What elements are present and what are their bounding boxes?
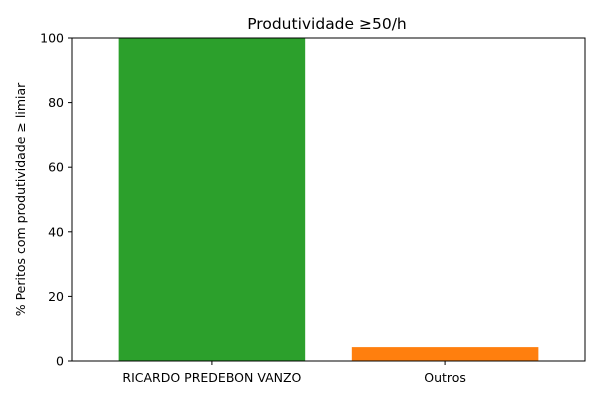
y-tick-label: 40 (48, 224, 64, 239)
y-tick-label: 0 (56, 354, 64, 369)
y-tick-label: 100 (40, 31, 64, 46)
x-tick-label: RICARDO PREDEBON VANZO (122, 370, 301, 385)
plot-frame (71, 37, 586, 362)
bars-group (118, 38, 539, 361)
x-tick-label: Outros (424, 370, 466, 385)
y-tick-label: 20 (48, 289, 64, 304)
bar-1 (351, 347, 539, 361)
y-tick-label: 60 (48, 160, 64, 175)
y-ticks-group: 0 20 40 60 80 100 (40, 31, 72, 369)
y-tick-label: 80 (48, 95, 64, 110)
chart-title: Produtividade ≥50/h (247, 15, 407, 33)
y-axis-label: % Peritos com produtividade ≥ limiar (13, 82, 28, 316)
x-ticks-group: RICARDO PREDEBON VANZO Outros (122, 361, 466, 385)
bar-0 (118, 38, 306, 361)
